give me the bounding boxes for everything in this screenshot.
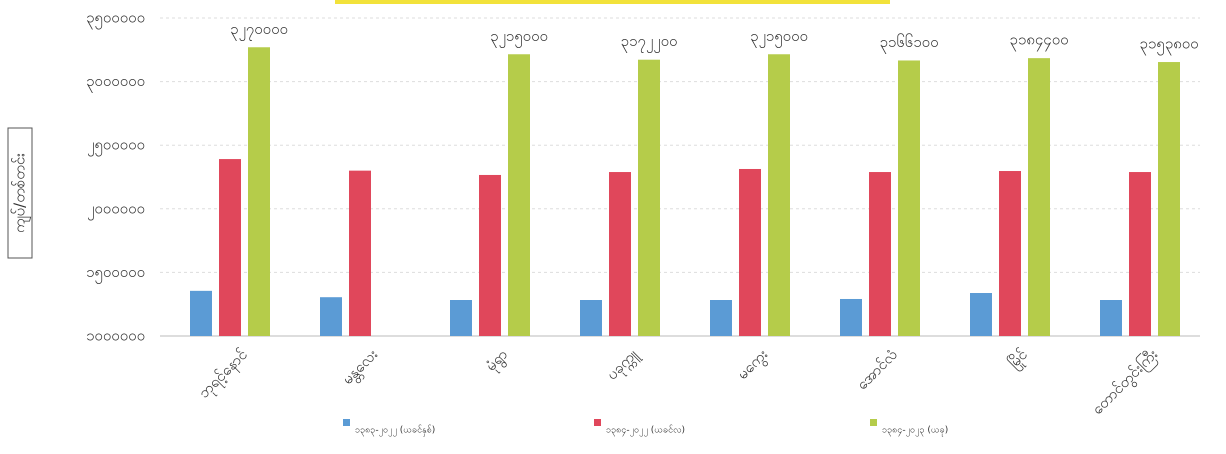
bar: [840, 298, 862, 336]
legend-marker: [343, 419, 350, 426]
legend-marker: [870, 419, 877, 426]
bar: [869, 172, 891, 336]
y-tick-label: ၂၅၀၀၀၀၀: [87, 136, 145, 157]
bar: [479, 174, 501, 336]
x-tick-label: ပခုက္ကူ: [603, 345, 644, 386]
y-label-box: [7, 127, 33, 259]
y-tick-label: ၁၅၀၀၀၀၀: [86, 263, 145, 284]
bar: [1158, 62, 1180, 336]
x-tick-label: မန္တလေး: [338, 345, 383, 390]
x-tick-label: မုံရွာ: [482, 345, 513, 376]
x-tick-label: မြိုင်: [1004, 345, 1033, 374]
x-tick-label: မကွေး: [733, 345, 773, 385]
bar: [710, 300, 732, 336]
bar: [898, 60, 920, 337]
bar: [248, 47, 270, 336]
bar: [739, 168, 761, 336]
legend-label: ၁၃၈၄-၂၀၂၂ (ယခင်လ): [606, 425, 685, 437]
bar: [508, 54, 530, 336]
bar: [320, 297, 342, 336]
y-tick-label: ၁၀၀၀၀၀၀: [86, 327, 145, 345]
data-label: ၃၂၁၅၀၀၀: [490, 27, 548, 48]
y-tick-label: ၃၀၀၀၀၀၀: [86, 72, 145, 93]
bar: [580, 300, 602, 336]
bar: [638, 59, 660, 336]
bar: [450, 300, 472, 336]
bar: [349, 170, 371, 336]
bar: [219, 159, 241, 336]
bar: [970, 293, 992, 336]
y-tick-label: ၂၀၀၀၀၀၀: [87, 199, 145, 220]
bar: [1100, 300, 1122, 336]
data-label: ၃၁၈၄၄၀၀: [1009, 31, 1068, 52]
bar: [1129, 172, 1151, 336]
x-tick-label: တောင်တွင်းကြီး: [1087, 344, 1163, 420]
bar: [190, 290, 212, 336]
legend-label: ၁၃၈၄-၂၀၂၃ (ယခု): [882, 426, 948, 437]
x-tick-label: အောင်လံ: [853, 345, 901, 393]
data-label: ၃၂၇၀၀၀၀: [230, 20, 288, 41]
bar: [1028, 58, 1050, 337]
data-label: ၃၁၆၆၁၀၀: [879, 33, 938, 54]
data-label: ၃၁၅၃၈၀၀: [1139, 35, 1198, 56]
title-bar: [335, 0, 890, 4]
x-tick-label: ဘုရင့်နောင်: [195, 345, 254, 404]
bar: [609, 172, 631, 336]
bar: [768, 54, 790, 336]
y-axis-label: ကျပ်/တစ်တင်း: [11, 153, 32, 233]
legend-marker: [594, 419, 601, 426]
bar: [999, 171, 1021, 336]
legend-label: ၁၃၈၃-၂၀၂၂ (ယခင်နှစ်): [355, 425, 435, 437]
data-label: ၃၁၇၂၂၀၀: [621, 32, 678, 53]
y-tick-label: ၃၅၀၀၀၀၀: [86, 9, 145, 30]
data-label: ၃၂၁၅၀၀၀: [750, 27, 808, 48]
